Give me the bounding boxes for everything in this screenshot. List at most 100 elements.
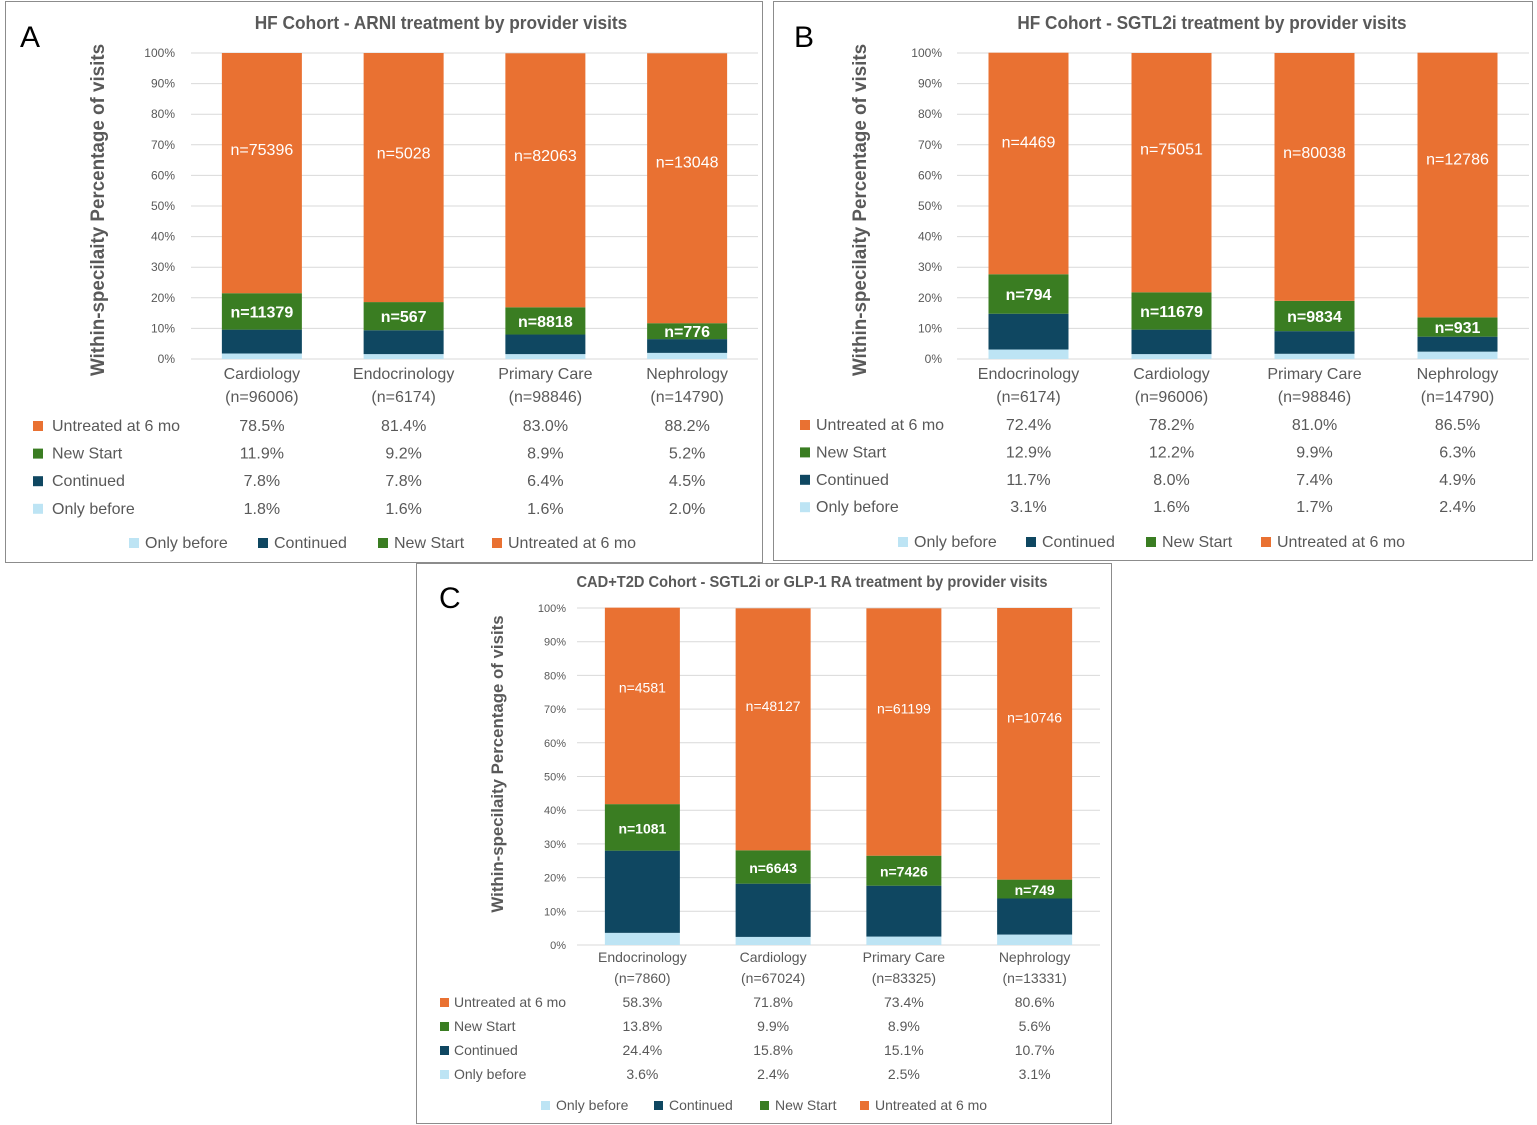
chart-c-table-cell: 10.7%: [1015, 1042, 1055, 1058]
chart-c-category-label: Nephrology: [999, 949, 1071, 965]
chart-c-bar-new-start: [866, 855, 942, 886]
chart-c-bar-continued: [735, 883, 811, 937]
chart-c-bar-new-start: [997, 879, 1073, 899]
chart-b-legend-swatch: [898, 537, 908, 547]
chart-c-table-row-label: Untreated at 6 mo: [454, 994, 566, 1010]
chart-c-bar-label: n=61199: [877, 700, 931, 716]
chart-a-table-swatch: [33, 476, 43, 487]
chart-b-bar-label: n=75051: [1140, 142, 1203, 159]
chart-c-table-cell: 2.4%: [757, 1066, 789, 1082]
chart-b-category-n-label: (n=98846): [1278, 389, 1351, 406]
chart-c-table-cell: 9.9%: [757, 1018, 789, 1034]
chart-c-bar-continued: [866, 885, 942, 937]
chart-b-table-cell: 1.7%: [1296, 499, 1332, 516]
chart-b-table-cell: 81.0%: [1292, 417, 1337, 434]
chart-a-bar-only-before: [221, 353, 302, 359]
chart-b-ytick-label: 40%: [918, 230, 942, 244]
chart-b-table-row-label: Untreated at 6 mo: [816, 417, 944, 434]
chart-c-table-cell: 80.6%: [1015, 994, 1055, 1010]
chart-b-table-swatch: [800, 502, 810, 513]
chart-b-ytick-label: 30%: [918, 260, 942, 274]
chart-a-ytick-label: 20%: [151, 291, 175, 305]
chart-c-ytick-label: 0%: [550, 940, 566, 952]
chart-c-legend-label: New Start: [775, 1097, 837, 1113]
chart-c-ylabel: Within-specilaity Percentage of visits: [488, 615, 507, 912]
chart-a-legend-swatch: [492, 538, 502, 548]
chart-c-bar-label: n=7426: [880, 864, 928, 880]
chart-c-legend-swatch: [760, 1101, 769, 1110]
chart-b-table-cell: 1.6%: [1153, 499, 1189, 516]
chart-b-table-cell: 8.0%: [1153, 472, 1189, 489]
chart-a-title: HF Cohort - ARNI treatment by provider v…: [255, 13, 628, 33]
chart-b-bar-untreated-at-6-mo: [1274, 53, 1355, 301]
chart-b-bar-label: n=80038: [1283, 145, 1346, 162]
chart-c-bar-label: n=4581: [619, 679, 666, 695]
chart-b-panel-letter: B: [794, 21, 814, 54]
chart-a-table-cell: 2.0%: [669, 501, 705, 518]
chart-a-ytick-label: 30%: [151, 260, 175, 274]
chart-b-ytick-label: 10%: [918, 321, 942, 335]
chart-b-category-label: Endocrinology: [978, 366, 1079, 383]
chart-b-bar-new-start: [1417, 317, 1498, 337]
chart-b-ytick-label: 50%: [918, 199, 942, 213]
chart-a-table-cell: 7.8%: [385, 473, 421, 490]
chart-c-bar-label: n=6643: [749, 860, 797, 876]
chart-a-table-row-label: Continued: [52, 473, 125, 490]
chart-b-bar-label: n=4469: [1002, 134, 1056, 151]
chart-c-table-cell: 3.1%: [1019, 1066, 1051, 1082]
chart-a-legend-swatch: [129, 538, 139, 548]
chart-b-legend-swatch: [1146, 537, 1156, 547]
chart-a-category-n-label: (n=14790): [650, 389, 723, 406]
chart-a-bar-new-start: [647, 323, 728, 340]
chart-a-legend-label: Only before: [145, 535, 228, 552]
chart-b-table-cell: 12.2%: [1149, 444, 1194, 461]
chart-c-table-cell: 58.3%: [623, 994, 663, 1010]
chart-a-bar-label: n=5028: [377, 146, 431, 163]
chart-c-bar-untreated-at-6-mo: [866, 608, 942, 856]
chart-b-bar-untreated-at-6-mo: [1417, 52, 1498, 318]
chart-b-bar-label: n=9834: [1287, 309, 1342, 326]
chart-a-bar-label: n=567: [381, 309, 427, 326]
chart-a-bar-untreated-at-6-mo: [647, 53, 728, 324]
chart-b-bar-label: n=12786: [1426, 152, 1489, 169]
chart-a-category-label: Primary Care: [498, 366, 592, 383]
chart-a-bar-new-start: [363, 302, 444, 331]
chart-a-bar-only-before: [363, 354, 444, 359]
chart-a-bar-untreated-at-6-mo: [505, 53, 586, 308]
chart-b-legend-swatch: [1026, 537, 1036, 547]
chart-a-bar-continued: [647, 339, 728, 353]
chart-c-table-cell: 13.8%: [623, 1018, 663, 1034]
chart-b-table-cell: 78.2%: [1149, 417, 1194, 434]
chart-b-bar-new-start: [988, 274, 1069, 314]
chart-c-table-cell: 3.6%: [626, 1066, 658, 1082]
chart-c-table-swatch: [440, 1022, 449, 1031]
chart-a-ytick-label: 90%: [151, 77, 175, 91]
chart-b-table-cell: 12.9%: [1006, 444, 1051, 461]
chart-b-category-n-label: (n=6174): [996, 389, 1061, 406]
chart-b-bar-new-start: [1274, 300, 1355, 332]
chart-c-legend-label: Only before: [556, 1097, 629, 1113]
chart-a-table-cell: 5.2%: [669, 446, 705, 463]
chart-a-ytick-label: 100%: [144, 46, 175, 60]
chart-c-table-row-label: Only before: [454, 1066, 527, 1082]
panel-c: C CAD+T2D Cohort - SGTL2i or GLP-1 RA tre…: [416, 563, 1112, 1124]
chart-b-category-label: Cardiology: [1133, 366, 1209, 383]
chart-b-table-cell: 4.9%: [1439, 472, 1475, 489]
chart-b-table-cell: 2.4%: [1439, 499, 1475, 516]
chart-a-panel-letter: A: [20, 21, 40, 54]
chart-a-ytick-label: 70%: [151, 138, 175, 152]
chart-a-bar-continued: [505, 334, 586, 355]
chart-b-table-cell: 3.1%: [1010, 499, 1046, 516]
chart-a-svg: A HF Cohort - ARNI treatment by provider …: [20, 13, 758, 552]
chart-b-category-label: Primary Care: [1267, 366, 1361, 383]
chart-b-bar-label: n=11679: [1140, 304, 1203, 321]
chart-b-bar-untreated-at-6-mo: [1131, 53, 1212, 293]
chart-b-table-row-label: Only before: [816, 499, 899, 516]
chart-b-legend-label: Untreated at 6 mo: [1277, 534, 1405, 551]
chart-b-table-cell: 72.4%: [1006, 417, 1051, 434]
chart-c-table-cell: 24.4%: [623, 1042, 663, 1058]
chart-b-ytick-label: 90%: [918, 77, 942, 91]
panel-a: A HF Cohort - ARNI treatment by provider …: [5, 1, 763, 563]
chart-c-ytick-label: 50%: [544, 772, 566, 784]
chart-a-category-label: Nephrology: [646, 366, 728, 383]
